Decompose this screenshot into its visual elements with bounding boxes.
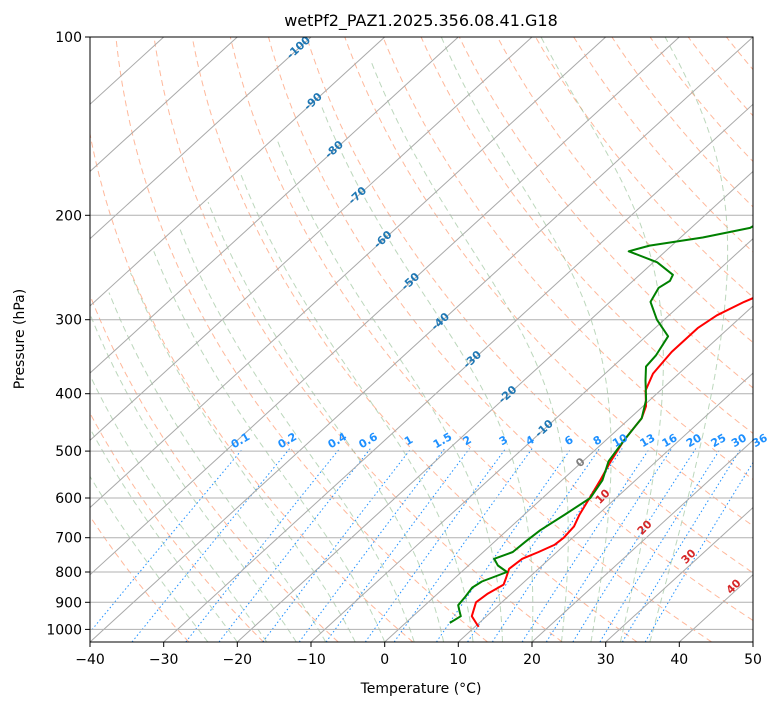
moist-adiabat (370, 61, 569, 642)
mixing-ratio-line (325, 448, 470, 642)
moist-adiabat (153, 251, 386, 642)
moist-adiabat (540, 37, 664, 642)
y-tick-label: 200 (55, 208, 82, 224)
plot-frame (89, 36, 754, 643)
dry-adiabat (191, 37, 638, 642)
x-tick-label: −20 (223, 652, 253, 668)
mixing-ratio-line (545, 448, 673, 642)
y-axis-title: Pressure (hPa) (12, 289, 28, 389)
grid (90, 37, 753, 642)
y-tick-label: 300 (55, 313, 82, 329)
isotherm-line (236, 170, 753, 642)
dry-adiabat (306, 37, 753, 574)
mixing-ratio-line (621, 448, 742, 642)
isotherm-line (90, 37, 753, 642)
dry-adiabat (90, 412, 264, 642)
mixing-ratio-line (436, 448, 572, 642)
dry-adiabat (496, 37, 753, 344)
dry-adiabat (90, 515, 190, 642)
moist-adiabat (130, 272, 356, 642)
isotherm-line (90, 37, 607, 509)
dewpoint-line (449, 225, 753, 624)
x-tick-label: 20 (523, 652, 541, 668)
y-tick-label: 600 (55, 491, 82, 507)
dry-adiabat (268, 37, 753, 622)
isotherm-line (605, 506, 753, 642)
y-tick-label: 100 (55, 30, 82, 46)
x-tick-label: −40 (75, 652, 105, 668)
moist-adiabat (90, 427, 238, 642)
x-tick-label: 50 (744, 652, 762, 668)
x-tick-label: −30 (149, 652, 179, 668)
mixing-ratio-line (491, 448, 623, 642)
moist-adiabat (179, 227, 415, 642)
mixing-ratio-line (185, 448, 341, 642)
isotherm-line (457, 372, 753, 642)
isotherm-line (384, 305, 753, 642)
moist-adiabat (440, 37, 612, 642)
y-tick-label: 400 (55, 387, 82, 403)
y-tick-label: 800 (55, 565, 82, 581)
mixing-ratio-line (572, 448, 697, 642)
dry-adiabat (115, 37, 488, 642)
y-tick-label: 700 (55, 531, 82, 547)
isotherm-line (90, 37, 533, 442)
moist-adiabat (90, 312, 297, 642)
dry-adiabat (535, 37, 753, 298)
isotherm-line (90, 37, 459, 374)
x-axis-title: Temperature (°C) (360, 681, 482, 697)
isotherm-line (90, 37, 312, 240)
dry-adiabat (153, 37, 563, 642)
isotherm-line (310, 237, 753, 642)
x-tick-label: 10 (449, 652, 467, 668)
x-tick-label: 40 (670, 652, 688, 668)
y-tick-label: 500 (55, 444, 82, 460)
dry-adiabat (382, 37, 753, 481)
x-tick-label: 30 (597, 652, 615, 668)
isotherm-line (90, 37, 238, 173)
x-tick-label: −10 (296, 652, 326, 668)
mixing-ratio-line (599, 448, 721, 642)
isotherm-line (163, 103, 753, 642)
moist-adiabat (108, 292, 327, 642)
axes: −40 −30 −20 −10 0 10 20 30 40 50 100 200 300 400 500 60… (46, 30, 762, 668)
mixing-ratio-line (467, 448, 600, 642)
moist-adiabat (320, 104, 534, 642)
mixing-ratio-line (521, 448, 650, 642)
mixing-ratio-line (364, 448, 507, 642)
moist-adiabat (649, 37, 729, 642)
y-tick-label: 900 (55, 595, 82, 611)
chart-title: wetPf2_PAZ1.2025.356.08.41.G18 (284, 11, 558, 31)
isotherm-line (90, 37, 680, 576)
dry-adiabat (90, 131, 414, 642)
isotherm-line (531, 439, 753, 642)
x-tick-label: 0 (380, 652, 389, 668)
profiles (449, 225, 753, 628)
y-tick-label: 1000 (46, 622, 82, 638)
isotherm-line (90, 37, 386, 307)
